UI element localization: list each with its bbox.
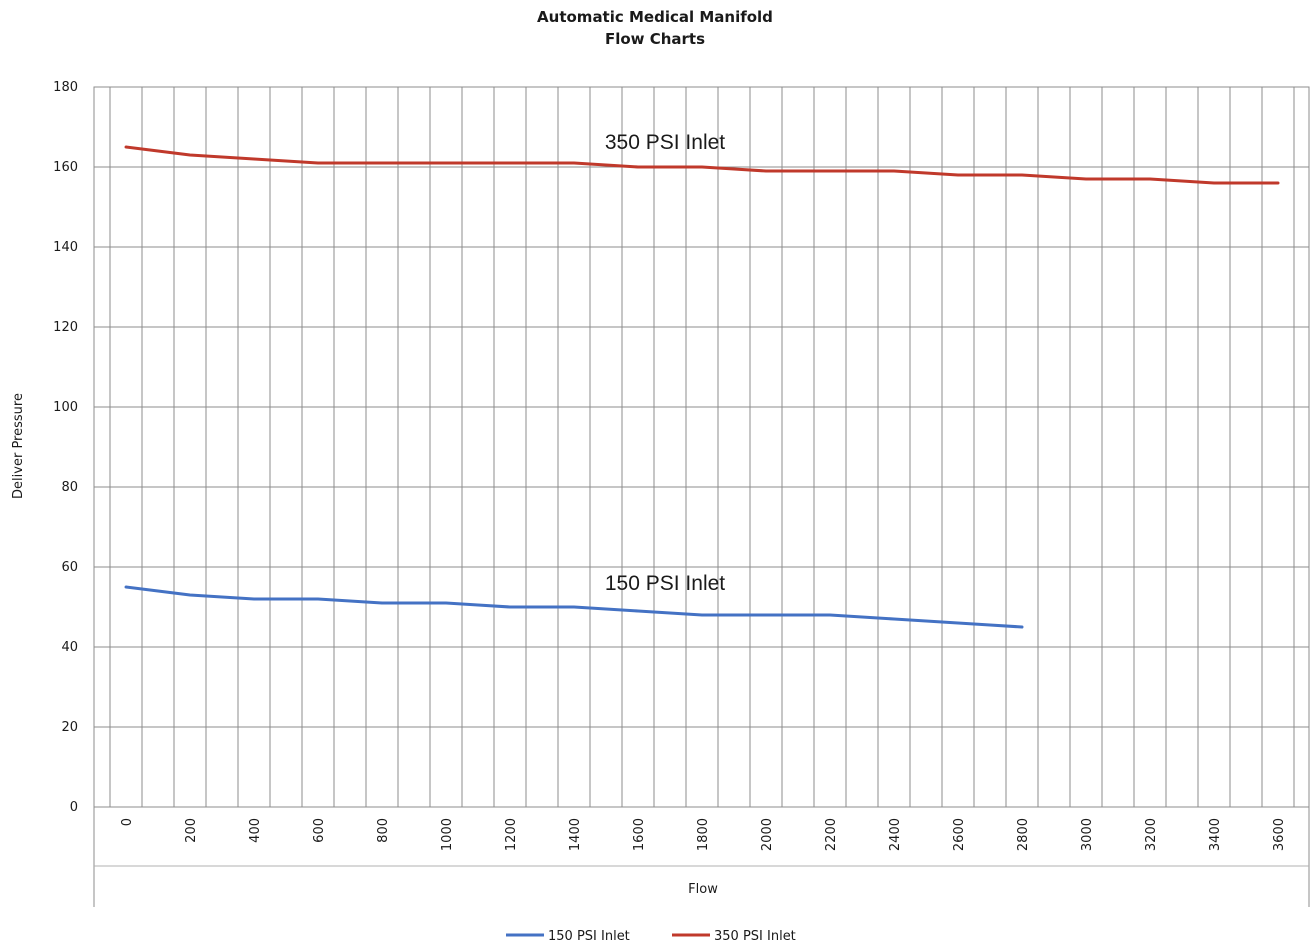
legend-label-350: 350 PSI Inlet xyxy=(714,929,796,944)
y-tick-label: 100 xyxy=(53,400,78,415)
x-tick-label: 1400 xyxy=(568,818,583,851)
x-tick-label: 600 xyxy=(312,818,327,843)
x-tick-label: 400 xyxy=(248,818,263,843)
x-tick-label: 3400 xyxy=(1208,818,1223,851)
y-tick-label: 160 xyxy=(53,160,78,175)
x-tick-label: 3600 xyxy=(1272,818,1287,851)
x-tick-label: 1600 xyxy=(632,818,647,851)
x-tick-label: 0 xyxy=(120,818,135,826)
y-tick-label: 120 xyxy=(53,320,78,335)
chart-subtitle: Flow Charts xyxy=(604,30,706,48)
y-tick-label: 40 xyxy=(61,640,78,655)
legend-label-150: 150 PSI Inlet xyxy=(548,929,630,944)
x-tick-label: 2400 xyxy=(888,818,903,851)
annotation-350-psi: 350 PSI Inlet xyxy=(605,131,725,154)
x-tick-label: 2800 xyxy=(1016,818,1031,851)
x-tick-label: 1200 xyxy=(504,818,519,851)
x-axis-label: Flow xyxy=(688,882,718,897)
y-tick-label: 80 xyxy=(61,480,78,495)
y-tick-label: 20 xyxy=(61,720,78,735)
y-tick-label: 60 xyxy=(61,560,78,575)
x-tick-label: 2600 xyxy=(952,818,967,851)
y-axis-label: Deliver Pressure xyxy=(11,393,26,499)
y-tick-label: 180 xyxy=(53,80,78,95)
annotation-150-psi: 150 PSI Inlet xyxy=(605,572,725,595)
x-tick-label: 1000 xyxy=(440,818,455,851)
chart-title: Automatic Medical Manifold xyxy=(537,8,773,26)
legend: 150 PSI Inlet 350 PSI Inlet xyxy=(506,929,796,944)
y-tick-label: 0 xyxy=(70,800,78,815)
x-tick-label: 800 xyxy=(376,818,391,843)
plot-border xyxy=(93,86,1310,808)
x-tick-label: 2200 xyxy=(824,818,839,851)
x-tick-label: 1800 xyxy=(696,818,711,851)
x-tick-label: 200 xyxy=(184,818,199,843)
y-tick-label: 140 xyxy=(53,240,78,255)
x-tick-label: 3200 xyxy=(1144,818,1159,851)
series-line-0 xyxy=(124,585,1024,629)
x-tick-label: 3000 xyxy=(1080,818,1095,851)
series-line-1 xyxy=(124,145,1280,185)
x-tick-label: 2000 xyxy=(760,818,775,851)
